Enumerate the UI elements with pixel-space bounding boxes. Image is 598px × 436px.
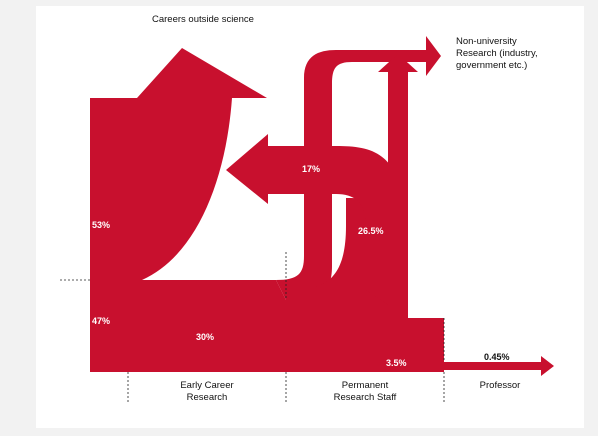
pct-early-to-permanent: 30% — [196, 332, 214, 342]
diagram-canvas: Careers outside science Non-university R… — [36, 6, 584, 428]
careers-outside-science-label: Careers outside science — [152, 14, 254, 25]
flow-early-to-non-university — [276, 36, 441, 302]
pct-permanent-to-non-university: 17% — [302, 164, 320, 174]
pct-outside-science: 53% — [92, 220, 110, 230]
pct-stay: 47% — [92, 316, 110, 326]
stage-professor: Professor — [480, 380, 521, 391]
pct-professor: 0.45% — [484, 352, 510, 362]
stage-early-career-line1: Early Career — [180, 380, 233, 391]
pct-permanent-to-outside: 26.5% — [358, 226, 384, 236]
stage-early-career-line2: Research — [187, 392, 228, 403]
flow-early-career-stay — [90, 280, 286, 372]
pct-permanent-to-professor: 3.5% — [386, 358, 407, 368]
career-flow-diagram: Careers outside science Non-university R… — [60, 14, 554, 403]
flow-permanent-to-outside — [226, 134, 408, 318]
flow-outside-science — [90, 48, 267, 280]
non-university-label-line2: Research (industry, — [456, 48, 538, 59]
non-university-label-line1: Non-university — [456, 36, 517, 47]
stage-permanent-line1: Permanent — [342, 380, 389, 391]
stage-permanent-line2: Research Staff — [334, 392, 397, 403]
flow-to-professor — [444, 356, 554, 376]
non-university-label-line3: government etc.) — [456, 60, 527, 71]
flow-permanent-to-non-university — [378, 54, 418, 318]
